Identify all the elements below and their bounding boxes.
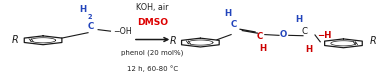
Text: C: C [230, 20, 237, 29]
Text: C: C [302, 27, 308, 36]
Text: −OH: −OH [113, 27, 132, 36]
Text: C: C [88, 22, 94, 31]
Text: $R$: $R$ [369, 34, 377, 46]
Text: H: H [259, 44, 266, 53]
Text: −H: −H [317, 31, 332, 40]
Text: DMSO: DMSO [137, 18, 168, 27]
Text: H: H [305, 45, 312, 54]
Text: C: C [256, 32, 263, 41]
Text: H: H [79, 5, 86, 14]
Text: H: H [295, 15, 302, 24]
Text: KOH, air: KOH, air [136, 3, 169, 12]
Text: $R$: $R$ [169, 34, 177, 46]
Text: 2: 2 [88, 15, 92, 20]
Text: H: H [225, 9, 232, 18]
Text: 12 h, 60-80 °C: 12 h, 60-80 °C [127, 65, 178, 72]
Text: O: O [280, 30, 287, 39]
Text: phenol (20 mol%): phenol (20 mol%) [121, 50, 184, 56]
Text: $R$: $R$ [11, 33, 19, 45]
